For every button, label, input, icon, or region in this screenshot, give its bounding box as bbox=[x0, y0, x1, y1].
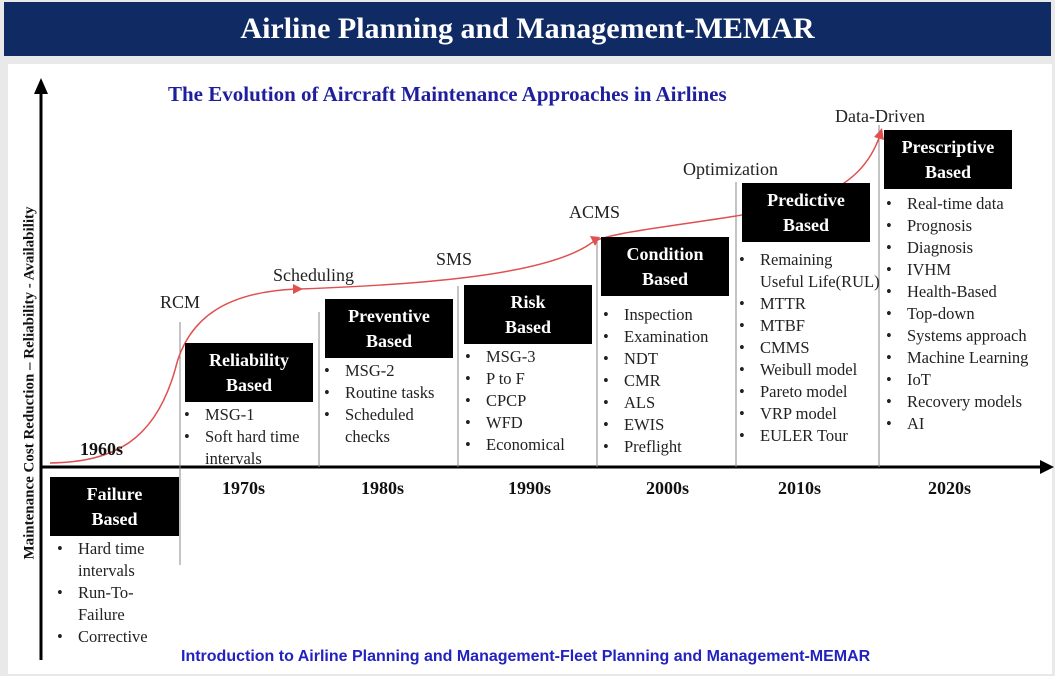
era-box-condition-based: Condition Based bbox=[601, 237, 729, 296]
list-item: MSG-2 bbox=[319, 360, 455, 382]
list-item: MSG-3 bbox=[460, 346, 596, 368]
list-item: Health-Based bbox=[881, 281, 1051, 303]
decade-1990s-label: 1990s bbox=[508, 478, 552, 498]
list-item: Top-down bbox=[881, 303, 1051, 325]
list-item: Routine tasks bbox=[319, 382, 455, 404]
era-items-1990s: MSG-3 P to F CPCP WFD Economical bbox=[460, 346, 596, 456]
list-item: P to F bbox=[460, 368, 596, 390]
list-item: Prognosis bbox=[881, 215, 1051, 237]
list-item: CMR bbox=[598, 370, 738, 392]
milestone-rcm: RCM bbox=[160, 292, 201, 312]
list-item: Scheduled checks bbox=[319, 404, 455, 448]
list-item: Weibull model bbox=[734, 359, 880, 381]
milestone-data-driven: Data-Driven bbox=[835, 106, 925, 126]
curve-arrowhead-scheduling bbox=[293, 284, 303, 294]
list-item: Inspection bbox=[598, 304, 738, 326]
era-items-1960s: Hard time intervals Run-To-Failure Corre… bbox=[52, 538, 178, 648]
list-item: Run-To-Failure bbox=[52, 582, 178, 626]
x-axis-arrowhead bbox=[1040, 460, 1054, 474]
decade-1960s-label: 1960s bbox=[80, 439, 124, 459]
list-item: Corrective bbox=[52, 626, 178, 648]
curve-arrowhead-acms bbox=[590, 236, 600, 246]
list-item: Systems approach bbox=[881, 325, 1051, 347]
list-item: CPCP bbox=[460, 390, 596, 412]
list-item: Diagnosis bbox=[881, 237, 1051, 259]
page-title: Airline Planning and Management-MEMAR bbox=[240, 12, 815, 45]
decade-2020s-label: 2020s bbox=[928, 478, 972, 498]
curve-arrowhead-data-driven bbox=[874, 128, 884, 140]
list-item: Remaining Useful Life(RUL) bbox=[734, 249, 880, 293]
list-item: EULER Tour bbox=[734, 425, 880, 447]
era-box-failure-based: Failure Based bbox=[50, 477, 179, 536]
milestone-scheduling: Scheduling bbox=[273, 265, 354, 285]
decade-2010s-label: 2010s bbox=[778, 478, 822, 498]
era-items-1970s: MSG-1 Soft hard time intervals bbox=[179, 404, 319, 470]
list-item: MSG-1 bbox=[179, 404, 319, 426]
list-item: AI bbox=[881, 413, 1051, 435]
diagram-subtitle: The Evolution of Aircraft Maintenance Ap… bbox=[168, 82, 727, 106]
milestone-sms: SMS bbox=[436, 249, 473, 269]
era-items-2020s: Real-time data Prognosis Diagnosis IVHM … bbox=[881, 193, 1051, 435]
milestone-optimization: Optimization bbox=[683, 159, 778, 179]
footer-caption: Introduction to Airline Planning and Man… bbox=[181, 648, 871, 665]
list-item: Recovery models bbox=[881, 391, 1051, 413]
era-box-risk-based: Risk Based bbox=[464, 285, 592, 344]
list-item: EWIS bbox=[598, 414, 738, 436]
page-title-banner: Airline Planning and Management-MEMAR bbox=[4, 2, 1051, 56]
era-box-predictive-based: Predictive Based bbox=[742, 183, 870, 242]
era-box-prescriptive-based: Prescriptive Based bbox=[884, 130, 1012, 189]
list-item: WFD bbox=[460, 412, 596, 434]
list-item: Machine Learning bbox=[881, 347, 1051, 369]
decade-1980s-label: 1980s bbox=[361, 478, 405, 498]
milestone-acms: ACMS bbox=[569, 202, 621, 222]
list-item: Real-time data bbox=[881, 193, 1051, 215]
list-item: Examination bbox=[598, 326, 738, 348]
y-axis-arrowhead bbox=[34, 78, 48, 94]
era-box-preventive-based: Preventive Based bbox=[325, 299, 453, 358]
decade-2000s-label: 2000s bbox=[646, 478, 690, 498]
list-item: IoT bbox=[881, 369, 1051, 391]
era-items-1980s: MSG-2 Routine tasks Scheduled checks bbox=[319, 360, 455, 448]
list-item: IVHM bbox=[881, 259, 1051, 281]
list-item: Pareto model bbox=[734, 381, 880, 403]
list-item: Soft hard time intervals bbox=[179, 426, 319, 470]
list-item: VRP model bbox=[734, 403, 880, 425]
list-item: CMMS bbox=[734, 337, 880, 359]
decade-1970s-label: 1970s bbox=[222, 478, 266, 498]
list-item: Hard time intervals bbox=[52, 538, 178, 582]
era-items-2010s: Remaining Useful Life(RUL) MTTR MTBF CMM… bbox=[734, 249, 880, 447]
list-item: Preflight bbox=[598, 436, 738, 458]
list-item: MTBF bbox=[734, 315, 880, 337]
list-item: NDT bbox=[598, 348, 738, 370]
era-items-2000s: Inspection Examination NDT CMR ALS EWIS … bbox=[598, 304, 738, 458]
list-item: ALS bbox=[598, 392, 738, 414]
era-box-reliability-based: Reliability Based bbox=[185, 343, 313, 402]
list-item: Economical bbox=[460, 434, 596, 456]
list-item: MTTR bbox=[734, 293, 880, 315]
